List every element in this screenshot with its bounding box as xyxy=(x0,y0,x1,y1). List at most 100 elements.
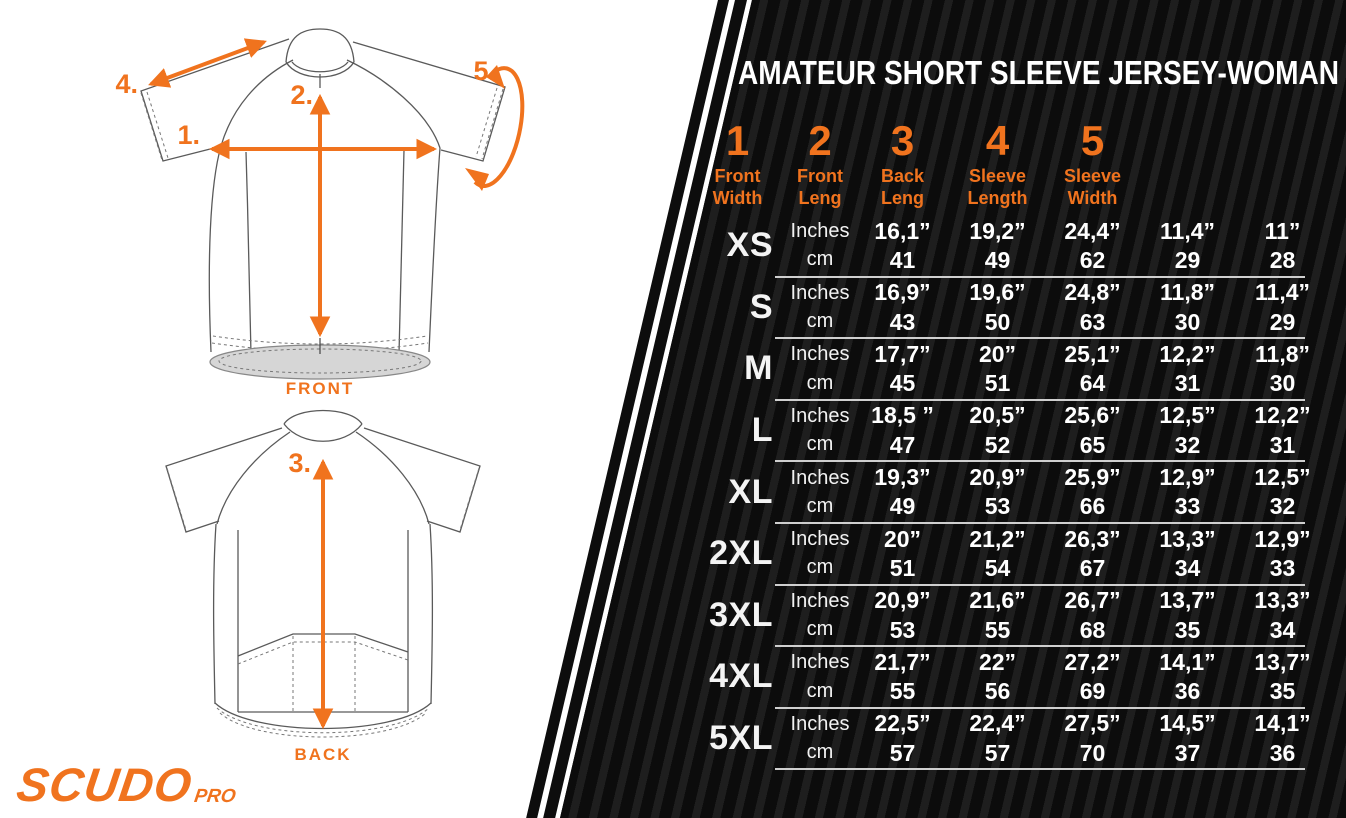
cell-back-leng: 25,6” 65 xyxy=(1045,400,1140,462)
value-cm: 36 xyxy=(1174,678,1201,705)
value-cm: 55 xyxy=(984,616,1011,643)
value-cm: 45 xyxy=(889,370,916,397)
cell-front-width: 16,9” 43 xyxy=(855,277,950,339)
unit-cm-label: cm xyxy=(806,371,834,394)
back-body-left-edge xyxy=(212,523,217,705)
size-label: S xyxy=(749,287,773,326)
unit-inches-label: Inches xyxy=(790,343,850,366)
column-label-line2: Leng xyxy=(881,188,924,208)
unit-inches-label: Inches xyxy=(790,712,850,735)
column-label-line1: Sleeve xyxy=(968,166,1027,186)
cell-front-leng: 19,2” 49 xyxy=(950,215,1045,277)
value-inches: 11,4” xyxy=(1160,217,1215,244)
front-body-right-edge xyxy=(428,147,441,353)
value-inches: 21,2” xyxy=(969,525,1026,552)
value-cm: 51 xyxy=(984,370,1011,397)
value-cm: 52 xyxy=(984,431,1011,458)
brand-logo: SCUDO PRO xyxy=(14,752,322,811)
cell-sleeve-length: 14,5” 37 xyxy=(1140,708,1235,770)
unit-labels: Inches cm xyxy=(785,461,855,523)
cell-back-leng: 27,2” 69 xyxy=(1045,646,1140,708)
cell-sleeve-width: 14,1” 36 xyxy=(1235,708,1330,770)
value-inches: 21,6” xyxy=(969,587,1026,614)
back-right-raglan-seam xyxy=(355,431,430,525)
value-cm: 31 xyxy=(1174,370,1201,397)
unit-inches-label: Inches xyxy=(790,589,850,612)
cell-sleeve-width: 11,8” 30 xyxy=(1235,338,1330,400)
unit-labels: Inches cm xyxy=(785,585,855,647)
value-inches: 12,2” xyxy=(1254,402,1311,429)
value-cm: 62 xyxy=(1079,247,1106,274)
value-inches: 26,3” xyxy=(1064,525,1121,552)
cell-back-leng: 24,4” 62 xyxy=(1045,215,1140,277)
column-header-front-leng: 2 Front Leng xyxy=(785,118,855,208)
value-inches: 13,3” xyxy=(1159,525,1216,552)
value-inches: 20,9” xyxy=(969,463,1026,490)
size-row-3xl: 3XL Inches cm 20,9” 53 21,6” 55 26,7” 68 13… xyxy=(690,585,1330,648)
row-separator xyxy=(775,706,1305,709)
value-inches: 20” xyxy=(978,340,1017,367)
front-jersey-drawing: 1. 2. 4. 5. FRONT xyxy=(115,28,525,398)
value-cm: 29 xyxy=(1174,247,1201,274)
value-inches: 19,3” xyxy=(874,463,931,490)
cell-front-width: 19,3” 49 xyxy=(855,461,950,523)
value-inches: 27,5” xyxy=(1064,710,1121,737)
value-cm: 30 xyxy=(1174,308,1201,335)
size-row-xl: XL Inches cm 19,3” 49 20,9” 53 25,9” 66 12,… xyxy=(690,461,1330,524)
column-number: 3 xyxy=(890,117,915,164)
sleeve-width-arrowhead-bottom xyxy=(465,168,489,191)
size-label: L xyxy=(751,411,773,450)
value-inches: 12,5” xyxy=(1254,463,1311,490)
cell-back-leng: 26,7” 68 xyxy=(1045,585,1140,647)
back-hem-stitch2 xyxy=(219,712,427,738)
column-header-back-leng: 3 Back Leng xyxy=(855,118,950,208)
unit-cm-label: cm xyxy=(806,617,834,640)
value-inches: 25,6” xyxy=(1064,402,1121,429)
cell-front-leng: 21,6” 55 xyxy=(950,585,1045,647)
sleeve-width-arrow xyxy=(473,66,525,188)
row-separator xyxy=(775,460,1305,463)
unit-cm-label: cm xyxy=(806,433,834,456)
value-inches: 11,4” xyxy=(1255,279,1310,306)
marker-sleeve-width: 5. xyxy=(473,56,496,86)
cell-front-width: 20” 51 xyxy=(855,523,950,585)
value-cm: 68 xyxy=(1079,616,1106,643)
cell-sleeve-length: 11,4” 29 xyxy=(1140,215,1235,277)
size-chart-rows: XS Inches cm 16,1” 41 19,2” 49 24,4” 62 11,… xyxy=(690,215,1330,771)
value-inches: 14,1” xyxy=(1159,648,1216,675)
cell-front-leng: 22,4” 57 xyxy=(950,708,1045,770)
column-label-line1: Front xyxy=(714,166,761,186)
column-header-sleeve-length: 4 Sleeve Length xyxy=(950,118,1045,208)
size-label: 5XL xyxy=(709,719,773,758)
size-label: XS xyxy=(726,226,773,265)
marker-sleeve-length: 4. xyxy=(115,69,138,99)
unit-cm-label: cm xyxy=(806,741,834,764)
cell-back-leng: 27,5” 70 xyxy=(1045,708,1140,770)
value-cm: 49 xyxy=(984,247,1011,274)
unit-labels: Inches cm xyxy=(785,277,855,339)
value-cm: 64 xyxy=(1079,370,1106,397)
column-label-line2: Width xyxy=(1067,188,1118,208)
back-hem-stitch1 xyxy=(216,707,430,734)
value-inches: 12,9” xyxy=(1159,463,1216,490)
column-number: 5 xyxy=(1080,117,1105,164)
value-cm: 53 xyxy=(984,493,1011,520)
back-left-raglan-seam xyxy=(216,431,291,525)
brand-suffix: PRO xyxy=(192,786,238,807)
value-inches: 20” xyxy=(883,525,922,552)
cell-front-width: 22,5” 57 xyxy=(855,708,950,770)
cell-front-leng: 21,2” 54 xyxy=(950,523,1045,585)
front-hem-stitch1 xyxy=(212,335,428,345)
size-label: 4XL xyxy=(709,657,773,696)
back-collar-inner xyxy=(283,423,363,442)
value-cm: 32 xyxy=(1269,493,1296,520)
value-inches: 22,4” xyxy=(969,710,1026,737)
row-separator xyxy=(775,768,1305,771)
value-inches: 22,5” xyxy=(874,710,931,737)
unit-cm-label: cm xyxy=(806,679,834,702)
unit-labels: Inches cm xyxy=(785,338,855,400)
row-separator xyxy=(775,275,1305,278)
cell-front-width: 18,5 ” 47 xyxy=(855,400,950,462)
value-inches: 25,1” xyxy=(1064,340,1121,367)
